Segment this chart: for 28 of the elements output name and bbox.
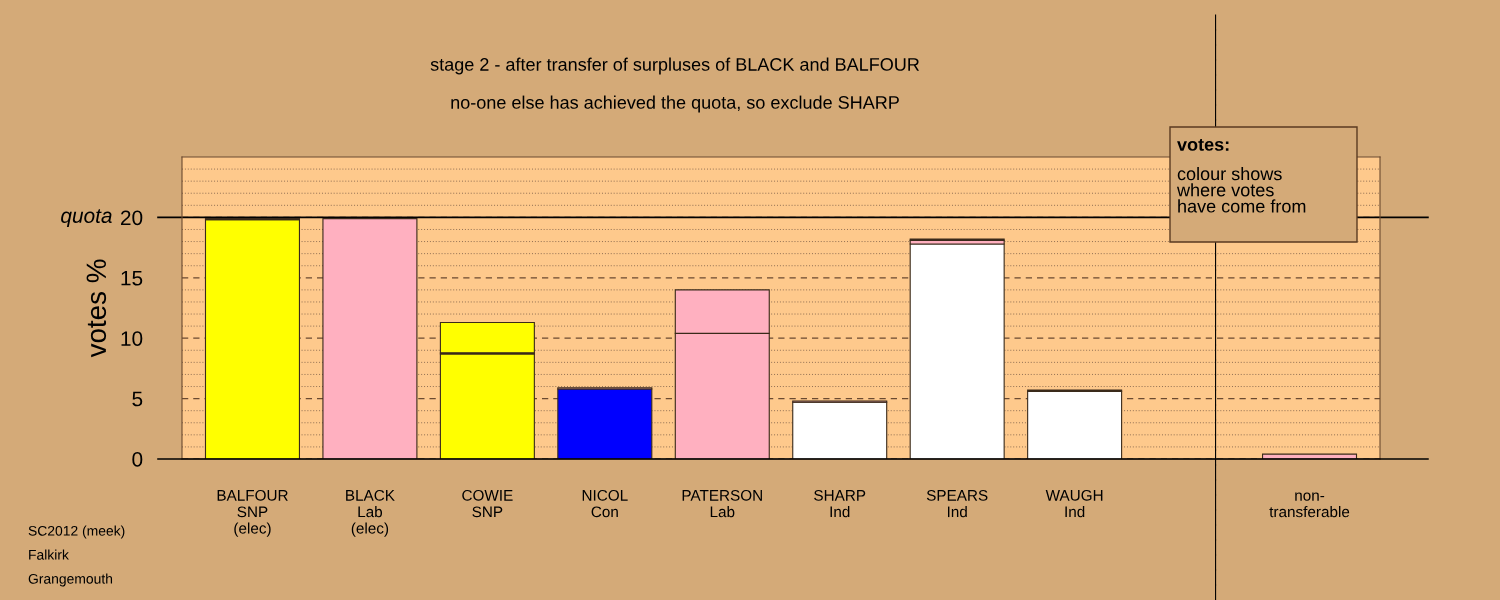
y-tick-label: 0 [132, 452, 143, 467]
bar [792, 401, 888, 459]
text: votes: [1177, 138, 1229, 151]
y-tick-label: 5 [132, 391, 143, 407]
text: Grangemouth [28, 573, 113, 587]
ref-line-label: quota [61, 209, 112, 228]
x-tick-label: COWIE SNP [462, 489, 513, 518]
chart-subtitle: no-one else has achieved the quota, so exclude SHARP [451, 95, 899, 113]
x-tick-label: non- transferable [1269, 492, 1350, 518]
y-tick-label: 15 [121, 271, 143, 286]
bar [439, 321, 535, 354]
x-tick-label: WAUGH Ind [1045, 489, 1103, 518]
bar [557, 388, 653, 459]
annotation: colour shows where votes have come from [1176, 167, 1306, 213]
x-tick-label: BALFOUR SNP (elec) [217, 489, 288, 537]
bar [1027, 390, 1123, 459]
chart-title: stage 2 - after transfer of surpluses of BLACK and BALFOUR [430, 57, 920, 75]
bar [909, 243, 1005, 459]
x-tick-label: SHARP Ind [814, 489, 866, 518]
text: SC2012 (meek) [28, 525, 125, 539]
y-tick-label: 10 [121, 331, 143, 346]
y-axis-title: votes % [86, 259, 107, 358]
text: Falkirk [29, 549, 69, 560]
y-tick-label: 20 [120, 210, 143, 226]
x-tick-label: SPEARS Ind [926, 489, 988, 518]
x-tick-label: NICOL Con [582, 489, 628, 518]
x-tick-label: BLACK Lab (elec) [346, 489, 395, 537]
x-tick-label: PATERSON Lab [682, 489, 762, 518]
